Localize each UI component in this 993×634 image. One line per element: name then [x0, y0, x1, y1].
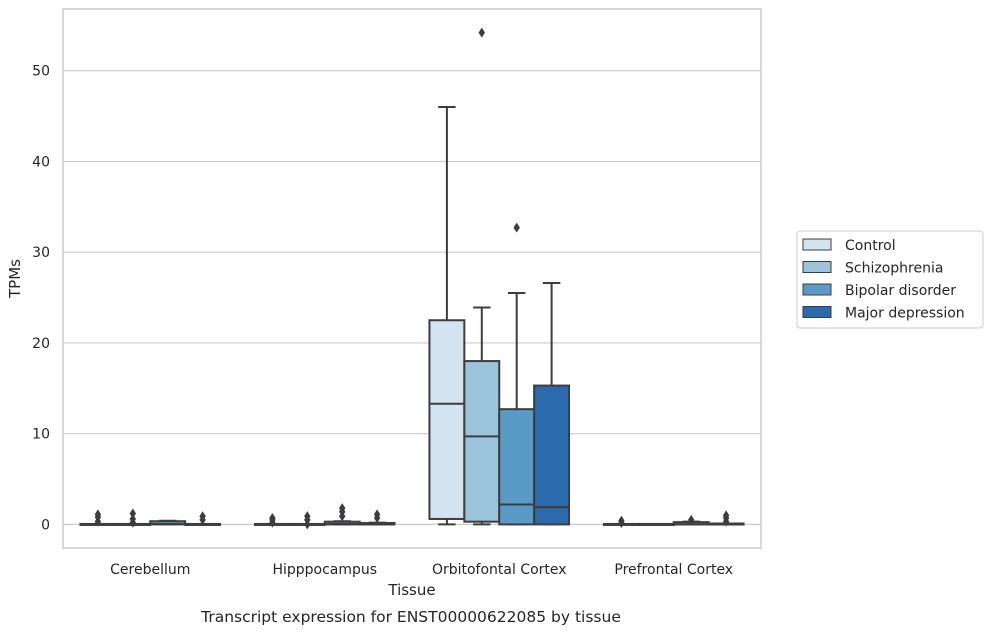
- box-body: [533, 384, 571, 526]
- plot-area-frame: [62, 8, 762, 549]
- legend-swatch: [802, 306, 832, 318]
- legend-label: Control: [845, 238, 896, 254]
- box-schizophrenia: [637, 522, 675, 526]
- x-tick-label: Hipppocampus: [272, 562, 377, 578]
- outlier-point: [129, 513, 136, 524]
- legend-swatch: [802, 283, 832, 296]
- box-control: [428, 106, 466, 526]
- outlier-point: [199, 511, 206, 522]
- outlier-point: [618, 515, 625, 526]
- box-body: [463, 360, 501, 523]
- box-layer: [79, 27, 745, 530]
- legend-frame: [796, 230, 984, 329]
- box-body: [428, 319, 466, 520]
- y-axis-label: TPMs: [6, 259, 24, 299]
- chart-caption: Transcript expression for ENST0000062208…: [200, 608, 621, 626]
- legend-swatch: [802, 238, 832, 251]
- legend-label: Schizophrenia: [845, 261, 943, 277]
- x-axis-label: Tissue: [387, 581, 435, 599]
- box-major-depression: [533, 282, 571, 526]
- outlier-point: [722, 510, 730, 521]
- box-schizophrenia: [288, 511, 326, 530]
- outlier-point: [304, 511, 311, 522]
- box-control: [79, 509, 117, 527]
- legend: Control Schizophrenia Bipolar disorder Majo…: [796, 230, 984, 329]
- outlier-point: [688, 514, 695, 525]
- box-schizophrenia: [114, 508, 152, 528]
- box-major-depression: [184, 511, 222, 526]
- y-tick-label: 50: [32, 64, 50, 80]
- x-tick-label: Orbitofontal Cortex: [432, 562, 567, 578]
- outlier-point: [339, 503, 346, 514]
- outlier-point: [373, 509, 381, 520]
- y-tick-labels: 0 10 20 30 40 50: [32, 64, 50, 534]
- y-tick-label: 0: [41, 517, 50, 533]
- y-tick-label: 20: [32, 336, 50, 352]
- box-bipolar-disorder: [672, 514, 710, 526]
- legend-swatch: [802, 261, 832, 273]
- box-major-depression: [707, 510, 745, 527]
- box-body: [498, 408, 536, 526]
- box-bipolar-disorder: [323, 503, 361, 526]
- legend-label: Major depression: [845, 306, 965, 322]
- x-tick-label: Prefrontal Cortex: [614, 562, 733, 578]
- y-tick-label: 10: [32, 427, 50, 443]
- x-tick-label: Cerebellum: [110, 562, 190, 578]
- outlier-point: [94, 509, 102, 520]
- x-tick-labels: Cerebellum Hipppocampus Orbitofontal Corte…: [110, 562, 733, 578]
- box-major-depression: [358, 509, 396, 526]
- outlier-point: [269, 513, 276, 524]
- y-tick-label: 30: [32, 245, 50, 261]
- outlier-point: [129, 508, 136, 519]
- box-control: [253, 513, 291, 528]
- box-schizophrenia: [463, 27, 501, 526]
- legend-label: Bipolar disorder: [845, 283, 956, 299]
- box-bipolar-disorder: [498, 222, 536, 526]
- box-bipolar-disorder: [149, 519, 187, 526]
- outlier-point: [513, 222, 520, 233]
- outlier-point: [478, 27, 485, 38]
- y-tick-label: 40: [32, 154, 50, 170]
